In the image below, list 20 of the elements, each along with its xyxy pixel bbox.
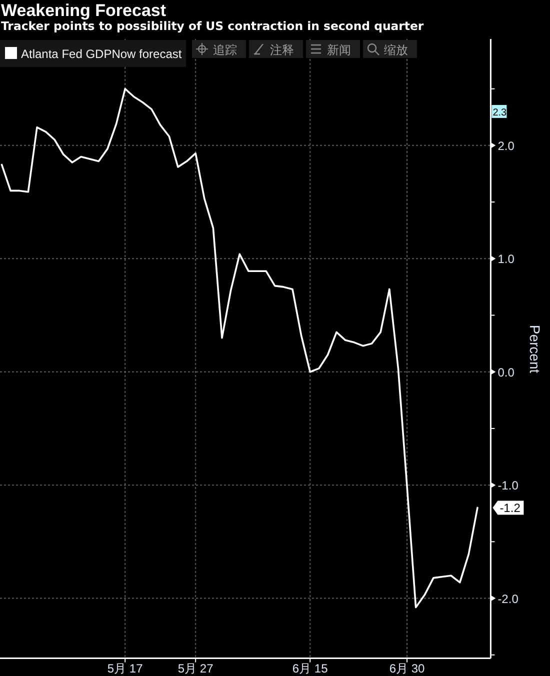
legend-label: Atlanta Fed GDPNow forecast <box>21 47 182 61</box>
y-tick-label: -1.0 <box>498 478 519 493</box>
x-tick-label: 5月 17 <box>107 661 144 676</box>
y-tick-label: -2.0 <box>498 592 519 606</box>
y-tick-label: 0.0 <box>498 365 515 380</box>
legend: Atlanta Fed GDPNow forecast <box>0 40 186 67</box>
chart-title: Weakening Forecast <box>1 1 166 20</box>
annotation: 追踪 <box>213 43 237 57</box>
annotation: 缩放 <box>384 43 408 57</box>
data-label: -1.2 <box>500 501 521 516</box>
x-tick-label: 6月 15 <box>292 661 328 676</box>
x-tick-label: 6月 30 <box>389 661 426 676</box>
y-tick-label: 2.0 <box>498 138 515 153</box>
y-axis-title: Percent <box>527 324 543 374</box>
annotation: 2.3 <box>492 107 508 118</box>
y-tick-label: 1.0 <box>498 252 515 266</box>
chart-subtitle: Tracker points to possibility of US contraction in second quarter <box>1 19 424 33</box>
annotation: 注释 <box>270 43 294 57</box>
annotation: 新闻 <box>327 43 351 57</box>
x-tick-label: 5月 27 <box>178 661 214 676</box>
